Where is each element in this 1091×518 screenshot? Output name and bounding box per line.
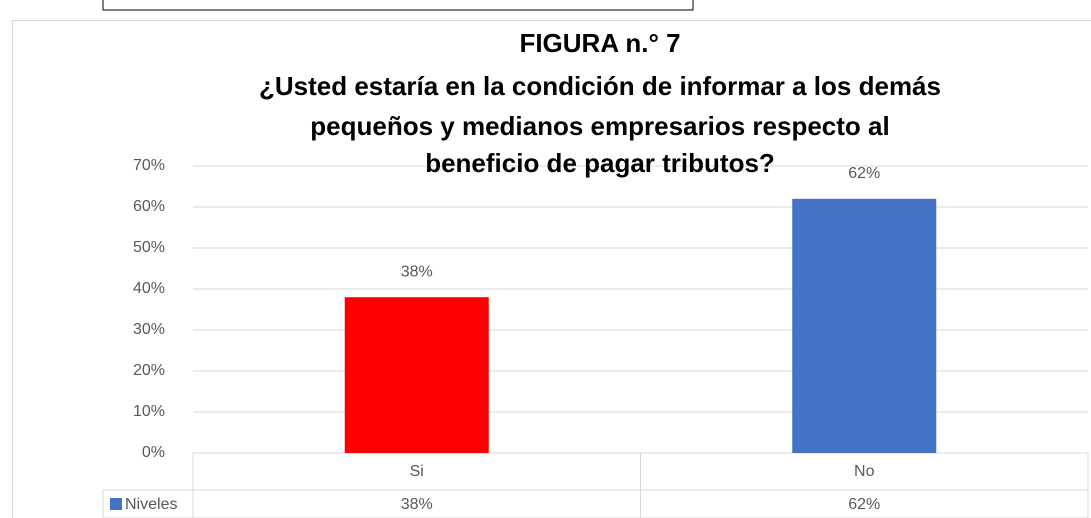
y-tick-label: 10% xyxy=(133,403,165,420)
chart-title: beneficio de pagar tributos? xyxy=(425,148,775,178)
table-value: 62% xyxy=(848,496,880,513)
table-value: 38% xyxy=(401,496,433,513)
legend-key xyxy=(110,498,122,510)
x-tick-label: Si xyxy=(410,463,424,480)
data-label: 38% xyxy=(401,263,433,280)
chart-title: FIGURA n.° 7 xyxy=(519,28,680,58)
y-tick-label: 50% xyxy=(133,239,165,256)
x-tick-label: No xyxy=(854,463,875,480)
y-tick-label: 70% xyxy=(133,157,165,174)
y-tick-label: 20% xyxy=(133,362,165,379)
chart-title: ¿Usted estaría en la condición de inform… xyxy=(259,71,941,101)
data-label: 62% xyxy=(848,165,880,182)
legend-label: Niveles xyxy=(125,496,177,513)
bar xyxy=(344,297,489,453)
top-box xyxy=(102,0,694,11)
y-tick-label: 40% xyxy=(133,280,165,297)
chart-title: pequeños y medianos empresarios respecto… xyxy=(310,111,889,141)
y-tick-label: 0% xyxy=(142,444,165,461)
bar xyxy=(792,198,937,453)
chart-border xyxy=(12,20,1091,518)
y-tick-label: 60% xyxy=(133,198,165,215)
y-tick-label: 30% xyxy=(133,321,165,338)
